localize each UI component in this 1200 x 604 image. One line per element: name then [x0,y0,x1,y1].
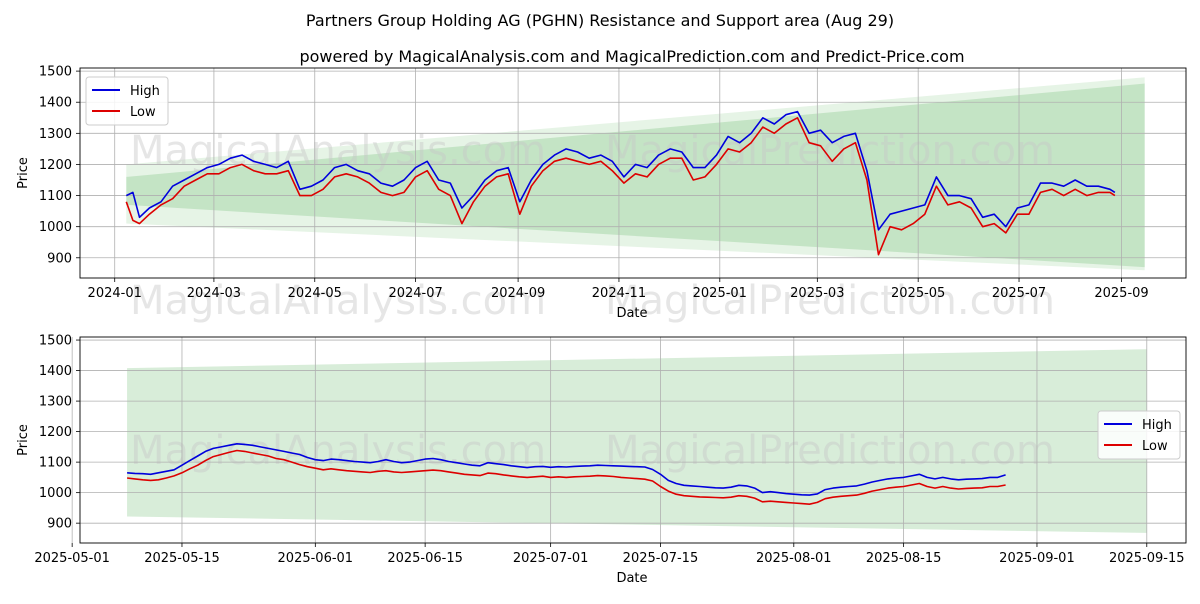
x-axis-label: Date [616,571,647,586]
y-axis-label: Price [16,424,31,456]
band-area [126,83,1145,268]
x-tick-label: 2025-08-01 [756,551,832,566]
y-tick-label: 1500 [39,334,72,349]
plot-frame [79,336,1187,544]
y-tick-label: 1000 [39,220,72,235]
y-tick-label: 1300 [39,395,72,410]
x-tick-label: 2025-09 [1094,286,1148,301]
x-tick-label: 2025-01 [693,286,747,301]
y-tick-label: 1400 [39,364,72,379]
x-tick-label: 2025-07-15 [623,551,699,566]
y-axis-label: Price [16,157,31,189]
bottom-chart-panel: MagicalAnalysis.com MagicalPrediction.com… [16,334,1187,586]
y-tick-label: 1100 [39,456,72,471]
x-tick-label: 2025-05-01 [34,551,110,566]
x-tick-label: 2025-07 [992,286,1046,301]
x-axis-label: Date [616,306,647,321]
x-tick-label: 2025-07-01 [513,551,589,566]
chart-title: Partners Group Holding AG (PGHN) Resista… [306,11,894,30]
plot-frame [79,67,1187,279]
x-tick-label: 2025-06-15 [387,551,463,566]
x-tick-label: 2024-07 [388,286,442,301]
series-line-low [127,449,1006,506]
x-tick-label: 2025-06-01 [278,551,354,566]
x-tick-label: 2024-09 [491,286,545,301]
x-tick-label: 2025-03 [790,286,844,301]
y-tick-label: 1300 [39,127,72,142]
watermark-text: MagicalPrediction.com [605,428,1055,474]
y-tick-label: 1500 [39,65,72,80]
x-tick-label: 2025-09-15 [1109,551,1185,566]
top-chart-panel: MagicalAnalysis.com MagicalPrediction.com… [16,65,1187,324]
y-tick-label: 900 [47,251,72,266]
y-tick-label: 1400 [39,96,72,111]
y-tick-label: 1100 [39,189,72,204]
legend-entry-low: Low [130,105,156,120]
x-tick-label: 2025-08-15 [866,551,942,566]
y-tick-label: 1200 [39,158,72,173]
series-line-high [127,442,1006,496]
watermark-text: MagicalAnalysis.com [130,278,546,324]
x-tick-label: 2025-05 [891,286,945,301]
series-line-low [125,117,1116,256]
x-tick-label: 2024-01 [88,286,142,301]
legend-entry-high: High [130,84,160,99]
legend: High Low [85,76,169,126]
x-tick-label: 2024-11 [592,286,646,301]
y-tick-label: 1200 [39,425,72,440]
x-tick-label: 2025-05-15 [144,551,220,566]
legend: High Low [1097,410,1181,460]
series-line-high [125,110,1116,231]
y-tick-label: 900 [47,517,72,532]
watermark-text: MagicalPrediction.com [605,128,1055,174]
legend-entry-high: High [1142,418,1172,433]
chart-subtitle: powered by MagicalAnalysis.com and Magic… [299,47,964,66]
x-tick-label: 2024-05 [288,286,342,301]
legend-entry-low: Low [1142,439,1168,454]
x-tick-label: 2024-03 [187,286,241,301]
y-tick-label: 1000 [39,486,72,501]
x-tick-label: 2025-09-01 [999,551,1075,566]
watermark-text: MagicalPrediction.com [605,278,1055,324]
